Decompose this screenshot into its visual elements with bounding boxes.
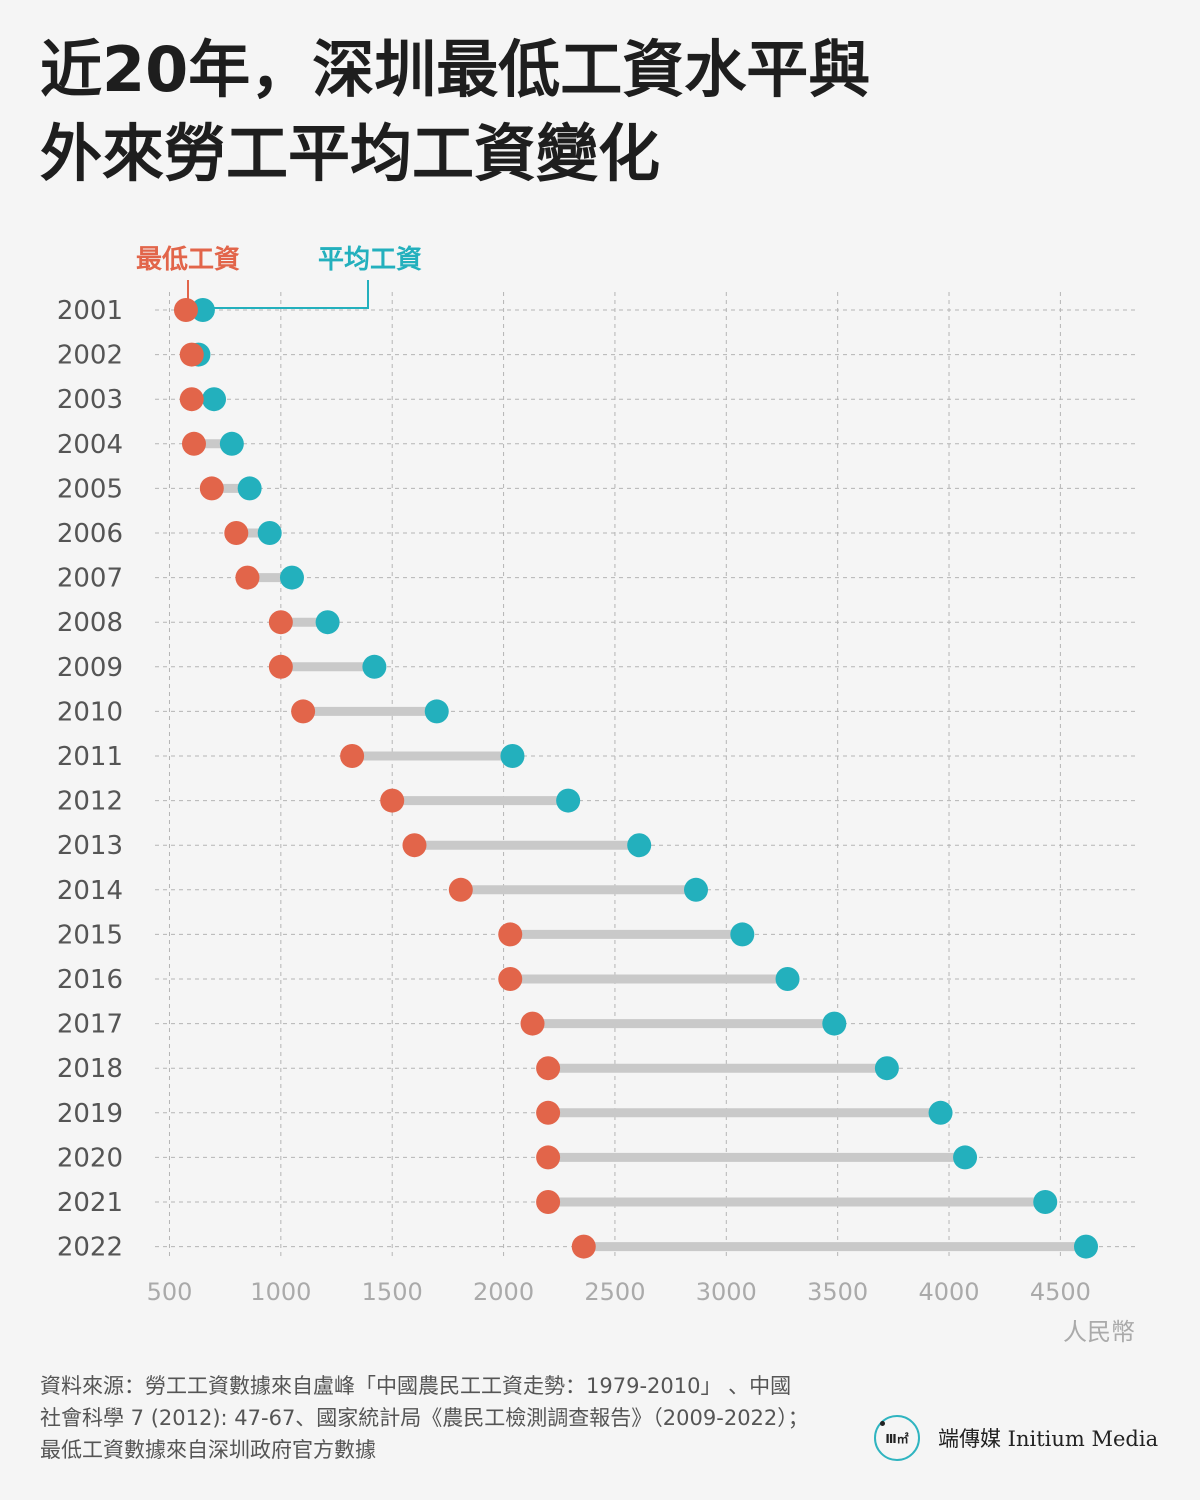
- min-wage-point-2019: [536, 1100, 561, 1125]
- avg-wage-point-2013: [627, 833, 652, 858]
- y-tick-label: 2013: [57, 831, 123, 861]
- avg-wage-point-2022: [1074, 1234, 1098, 1259]
- x-tick-label: 4000: [918, 1278, 979, 1306]
- y-tick-label: 2020: [57, 1143, 123, 1173]
- avg-wage-point-2012: [556, 788, 581, 813]
- logo-dot: [880, 1421, 885, 1426]
- brand-name: 端傳媒 Initium Media: [938, 1427, 1159, 1451]
- avg-wage-point-2018: [874, 1056, 899, 1081]
- y-tick-label: 2001: [57, 296, 123, 326]
- avg-wage-point-2004: [219, 431, 244, 456]
- avg-wage-point-2001: [190, 298, 215, 322]
- avg-wage-point-2017: [822, 1011, 847, 1036]
- y-tick-label: 2008: [57, 608, 123, 638]
- avg-wage-point-2011: [500, 744, 525, 768]
- min-wage-point-2002: [179, 342, 204, 367]
- min-wage-point-2011: [340, 744, 365, 768]
- min-wage-point-2007: [235, 565, 260, 590]
- min-wage-point-2005: [199, 476, 224, 501]
- min-wage-point-2003: [179, 387, 204, 412]
- min-wage-point-2012: [380, 788, 405, 813]
- min-wage-point-2015: [498, 922, 523, 947]
- x-axis-label: 人民幣: [1063, 1318, 1135, 1346]
- avg-wage-point-2006: [257, 521, 282, 545]
- y-tick-label: 2014: [57, 876, 123, 906]
- avg-wage-point-2016: [775, 967, 800, 991]
- min-wage-point-2004: [181, 431, 206, 456]
- legend-label-avg-wage: 平均工資: [318, 245, 422, 275]
- min-wage-point-2021: [536, 1190, 561, 1214]
- x-axis: 500 1000 1500 2000 2500 3000 3500 4000 4500: [147, 1278, 1091, 1306]
- x-tick-label: 3500: [807, 1278, 868, 1306]
- chart-title-line-2: 外來勞工平均工資變化: [40, 117, 661, 190]
- y-tick-label: 2018: [57, 1054, 123, 1084]
- y-tick-label: 2004: [57, 430, 123, 460]
- y-tick-label: 2015: [57, 920, 123, 950]
- min-wage-point-2014: [448, 877, 473, 902]
- avg-wage-point-2010: [424, 699, 449, 724]
- y-tick-label: 2016: [57, 965, 123, 995]
- y-tick-label: 2003: [57, 385, 123, 415]
- x-tick-label: 500: [147, 1278, 193, 1306]
- chart-title-line-1: 近20年，深圳最低工資水平與: [40, 33, 871, 106]
- logo-glyph: Ⅲ㎡: [885, 1431, 909, 1446]
- source-note: 資料來源：勞工工資數據來自盧峰「中國農民工工資走勢：1979-2010」 、中國…: [40, 1370, 870, 1466]
- avg-wage-point-2015: [730, 922, 755, 947]
- min-wage-point-2022: [571, 1234, 596, 1259]
- avg-wage-point-2003: [202, 387, 227, 412]
- x-tick-label: 1000: [250, 1278, 311, 1306]
- initium-logo-icon: Ⅲ㎡: [874, 1415, 920, 1461]
- avg-wage-point-2009: [362, 654, 387, 679]
- y-tick-label: 2019: [57, 1099, 123, 1129]
- chart-title: 近20年，深圳最低工資水平與 外來勞工平均工資變化: [40, 28, 1160, 196]
- y-tick-label: 2010: [57, 697, 123, 727]
- avg-wage-point-2007: [279, 565, 304, 590]
- avg-wage-point-2005: [237, 476, 262, 501]
- x-tick-label: 3000: [696, 1278, 757, 1306]
- source-line-1: 資料來源：勞工工資數據來自盧峰「中國農民工工資走勢：1979-2010」 、中國: [40, 1374, 792, 1398]
- source-line-2: 社會科學 7 (2012): 47-67、國家統計局《農民工檢測調查報告》（20…: [40, 1406, 809, 1430]
- data-rows: 2001 2002 2003 2004 2005 2006 2007 2008 2009 2010…: [57, 296, 1098, 1263]
- legend-leader-avg-wage: [206, 280, 369, 309]
- avg-wage-point-2020: [953, 1145, 978, 1170]
- min-wage-point-2016: [498, 967, 523, 991]
- min-wage-point-2017: [520, 1011, 545, 1036]
- y-tick-label: 2007: [57, 564, 123, 594]
- avg-wage-point-2014: [684, 877, 709, 902]
- avg-wage-point-2008: [315, 610, 340, 635]
- y-tick-label: 2021: [57, 1188, 123, 1218]
- avg-wage-point-2019: [928, 1100, 953, 1125]
- y-tick-label: 2022: [57, 1233, 123, 1263]
- dumbbell-chart: 最低工資 平均工資 200120022003200420052006200720…: [57, 245, 1135, 1346]
- avg-wage-point-2021: [1033, 1190, 1058, 1214]
- min-wage-point-2013: [402, 833, 427, 858]
- y-tick-label: 2017: [57, 1010, 123, 1040]
- legend-label-min-wage: 最低工資: [136, 245, 240, 275]
- min-wage-point-2008: [268, 610, 293, 635]
- legend: 最低工資 平均工資: [136, 245, 422, 309]
- min-wage-point-2006: [224, 521, 249, 545]
- x-tick-label: 2000: [473, 1278, 534, 1306]
- y-tick-label: 2006: [57, 519, 123, 549]
- min-wage-point-2009: [268, 654, 293, 679]
- brand: Ⅲ㎡ 端傳媒 Initium Media: [874, 1413, 1184, 1469]
- y-tick-label: 2002: [57, 341, 123, 371]
- min-wage-point-2001: [173, 298, 198, 322]
- min-wage-point-2020: [536, 1145, 561, 1170]
- y-tick-label: 2011: [57, 742, 123, 772]
- x-tick-label: 1500: [362, 1278, 423, 1306]
- y-tick-label: 2005: [57, 474, 123, 504]
- x-tick-label: 2500: [584, 1278, 645, 1306]
- min-wage-point-2010: [291, 699, 316, 724]
- source-line-3: 最低工資數據來自深圳政府官方數據: [40, 1438, 376, 1462]
- min-wage-point-2018: [536, 1056, 561, 1081]
- y-tick-label: 2009: [57, 653, 123, 683]
- x-tick-label: 4500: [1030, 1278, 1091, 1306]
- y-tick-label: 2012: [57, 787, 123, 817]
